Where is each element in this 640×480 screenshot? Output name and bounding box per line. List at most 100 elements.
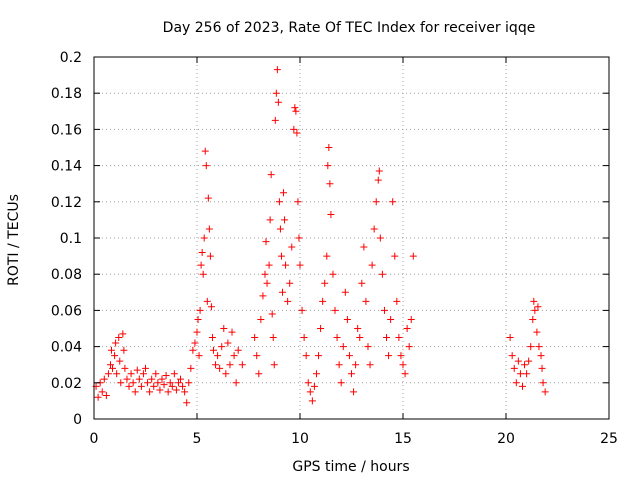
- data-point: [194, 315, 202, 323]
- data-point: [521, 361, 529, 369]
- data-point: [209, 346, 217, 354]
- data-point: [364, 343, 372, 351]
- data-point: [535, 343, 543, 351]
- data-point: [327, 210, 335, 218]
- y-tick-label: 0.08: [51, 267, 82, 283]
- data-point: [131, 388, 139, 396]
- data-point: [278, 288, 286, 296]
- data-point: [339, 343, 347, 351]
- data-point: [220, 325, 228, 332]
- data-point: [333, 334, 341, 342]
- data-point: [170, 370, 178, 378]
- data-point: [277, 252, 285, 260]
- data-point: [261, 270, 269, 278]
- data-point: [200, 234, 208, 242]
- data-point: [195, 352, 203, 360]
- data-point: [185, 379, 193, 387]
- data-point: [150, 382, 158, 390]
- data-point: [282, 261, 290, 269]
- x-tick-label: 15: [394, 431, 412, 447]
- data-point: [356, 334, 364, 342]
- data-point: [403, 325, 411, 332]
- data-point: [179, 382, 187, 390]
- data-point: [133, 366, 141, 374]
- data-point: [226, 361, 234, 369]
- data-point: [272, 89, 280, 97]
- chart-title: Day 256 of 2023, Rate Of TEC Index for r…: [163, 20, 536, 36]
- data-point: [127, 370, 135, 378]
- data-point: [391, 252, 399, 260]
- data-point: [331, 306, 339, 314]
- data-point: [326, 180, 334, 188]
- data-point: [162, 372, 170, 380]
- data-point: [281, 216, 289, 224]
- data-point: [312, 370, 320, 378]
- data-point: [164, 388, 172, 396]
- data-point: [125, 382, 133, 390]
- data-point: [177, 375, 185, 383]
- data-point: [214, 352, 222, 360]
- data-point: [321, 279, 329, 287]
- data-point: [216, 364, 224, 372]
- data-point: [323, 252, 331, 260]
- data-point: [263, 279, 271, 287]
- data-point: [319, 297, 327, 305]
- data-point: [286, 279, 294, 287]
- data-point: [262, 238, 270, 246]
- data-point: [208, 334, 216, 342]
- data-point: [370, 225, 378, 233]
- data-point: [531, 306, 539, 314]
- data-point: [292, 107, 300, 115]
- data-point: [144, 379, 152, 387]
- data-point: [117, 379, 125, 387]
- data-point: [191, 339, 199, 347]
- data-point: [102, 391, 110, 399]
- data-point: [354, 325, 362, 332]
- data-point: [397, 352, 405, 360]
- x-tick-label: 20: [497, 431, 515, 447]
- data-point: [530, 297, 538, 305]
- data-point: [108, 346, 116, 354]
- y-tick-label: 0.14: [51, 159, 82, 175]
- data-point: [120, 346, 128, 354]
- data-point: [106, 361, 114, 369]
- data-point: [129, 379, 137, 387]
- data-point: [104, 370, 112, 378]
- data-point: [251, 334, 259, 342]
- data-point: [280, 189, 288, 197]
- data-point: [300, 334, 308, 342]
- data-point: [123, 375, 131, 383]
- data-point: [275, 198, 283, 206]
- data-point: [539, 379, 547, 387]
- data-point: [401, 370, 409, 378]
- data-point: [389, 198, 397, 206]
- data-point: [115, 334, 123, 342]
- data-point: [160, 381, 168, 389]
- data-point: [506, 334, 514, 342]
- data-point: [199, 270, 207, 278]
- x-tick-label: 25: [600, 431, 618, 447]
- data-point: [533, 328, 541, 336]
- data-point: [113, 370, 121, 378]
- data-point: [518, 382, 526, 390]
- data-point: [135, 375, 143, 383]
- data-point: [121, 364, 129, 372]
- data-point: [274, 98, 282, 106]
- data-point: [537, 352, 545, 360]
- data-point: [204, 194, 212, 202]
- data-point: [158, 375, 166, 383]
- data-point: [212, 361, 220, 369]
- data-point: [527, 343, 535, 351]
- data-point: [335, 361, 343, 369]
- x-tick-label: 0: [90, 431, 99, 447]
- data-point: [259, 292, 267, 300]
- data-point: [266, 216, 274, 224]
- data-point: [310, 382, 318, 390]
- data-point: [119, 330, 127, 338]
- data-point: [257, 315, 265, 323]
- y-axis-ticks: 0 0.02 0.04 0.06 0.08 0.1 0.12 0.14 0.16 0.18 0.2: [51, 50, 609, 428]
- y-tick-label: 0.18: [51, 86, 82, 102]
- data-point: [343, 315, 351, 323]
- data-point: [193, 328, 201, 336]
- data-point: [174, 379, 182, 387]
